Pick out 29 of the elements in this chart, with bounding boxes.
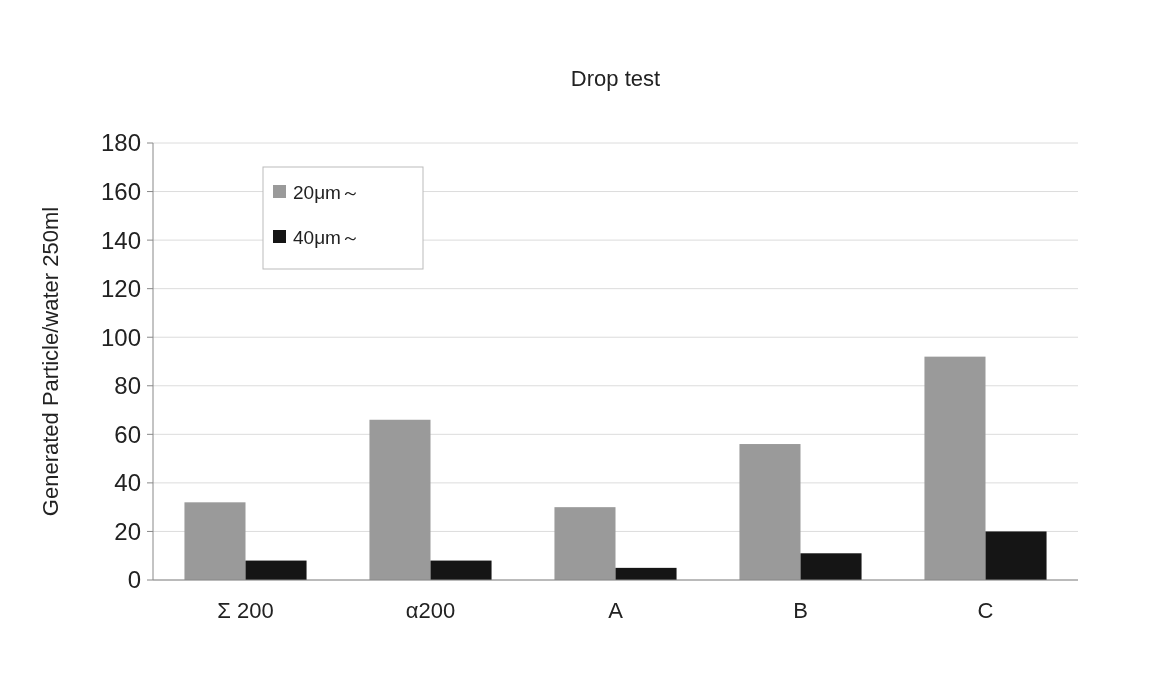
chart-title: Drop test (570, 66, 661, 91)
y-tick-label: 120 (100, 275, 141, 303)
y-tick-label: 60 (114, 420, 141, 448)
x-tick-label: Σ 200 (217, 598, 274, 623)
bar (739, 444, 801, 580)
y-tick-label: 180 (100, 129, 141, 157)
x-tick-label: C (977, 598, 994, 623)
x-tick-label: A (608, 598, 624, 623)
x-tick-label: B (793, 598, 808, 623)
bar (184, 502, 246, 580)
y-tick-label: 160 (100, 177, 141, 205)
bar (985, 531, 1047, 580)
y-axis-title: Generated Particle/water 250ml (38, 206, 63, 517)
bar (430, 560, 492, 580)
bar (554, 507, 616, 580)
y-tick-label: 100 (100, 323, 141, 351)
legend-label: 20μm～ (293, 181, 360, 203)
bar (800, 553, 862, 580)
y-tick-label: 0 (127, 566, 141, 594)
bar (924, 356, 986, 580)
bar (615, 567, 677, 580)
bar (245, 560, 307, 580)
bar (369, 419, 431, 580)
x-tick-label: α200 (405, 598, 456, 623)
y-tick-label: 20 (114, 517, 141, 545)
legend-label: 40μm～ (293, 226, 360, 248)
y-tick-label: 80 (114, 372, 141, 400)
y-tick-label: 40 (114, 469, 141, 497)
y-tick-label: 140 (100, 226, 141, 254)
